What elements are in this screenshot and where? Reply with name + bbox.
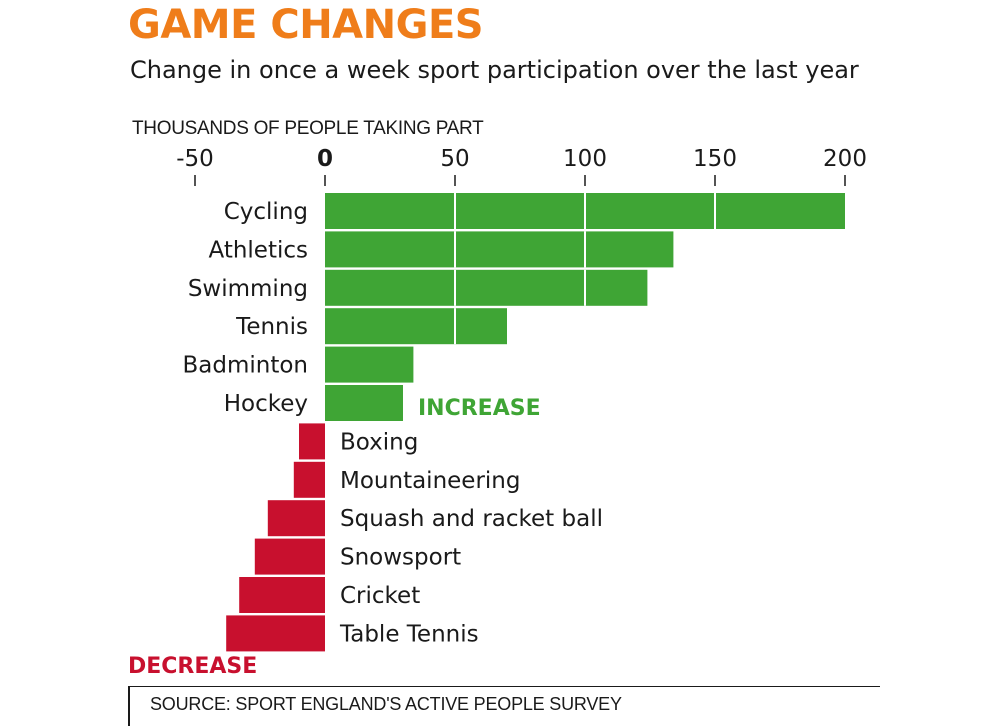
chart-title: GAME CHANGES <box>128 2 484 48</box>
category-label: Badminton <box>182 353 308 379</box>
bar <box>325 231 674 268</box>
category-label: Table Tennis <box>339 621 479 647</box>
bar <box>254 538 325 575</box>
decrease-annotation: DECREASE <box>128 654 258 679</box>
x-axis-ticks: -50 0 50 100 150 200 <box>176 146 867 186</box>
bar <box>325 269 648 306</box>
category-label: Snowsport <box>340 545 461 571</box>
x-tick-label: -50 <box>176 146 214 172</box>
bar <box>239 577 325 613</box>
category-labels: Cycling Athletics Swimming Tennis Badminton H… <box>182 199 603 647</box>
bar <box>325 385 403 421</box>
bar <box>267 500 325 537</box>
source-frame <box>128 686 880 726</box>
category-label: Tennis <box>235 314 308 340</box>
category-label: Boxing <box>340 429 418 455</box>
category-label: Cycling <box>224 199 308 225</box>
x-tick-label: 50 <box>440 146 469 172</box>
x-tick-label: 150 <box>693 146 737 172</box>
category-label: Swimming <box>188 276 308 302</box>
source-note: SOURCE: SPORT ENGLAND'S ACTIVE PEOPLE SU… <box>150 694 622 714</box>
x-axis-label: THOUSANDS OF PEOPLE TAKING PART <box>132 118 484 139</box>
bars <box>226 193 845 652</box>
chart-subtitle: Change in once a week sport participatio… <box>130 56 859 84</box>
x-tick-label: 200 <box>823 146 867 172</box>
category-label: Hockey <box>224 391 308 417</box>
increase-annotation: INCREASE <box>418 396 541 421</box>
category-label: Cricket <box>340 583 420 609</box>
bar <box>299 423 325 460</box>
bar <box>325 308 507 345</box>
category-label: Athletics <box>208 237 308 263</box>
bar <box>325 346 414 383</box>
category-label: Squash and racket ball <box>340 506 603 532</box>
bar <box>226 615 325 652</box>
category-label: Mountaineering <box>340 468 520 494</box>
x-tick-label: 0 <box>317 146 333 172</box>
x-tick-label: 100 <box>563 146 607 172</box>
bar <box>293 461 325 498</box>
